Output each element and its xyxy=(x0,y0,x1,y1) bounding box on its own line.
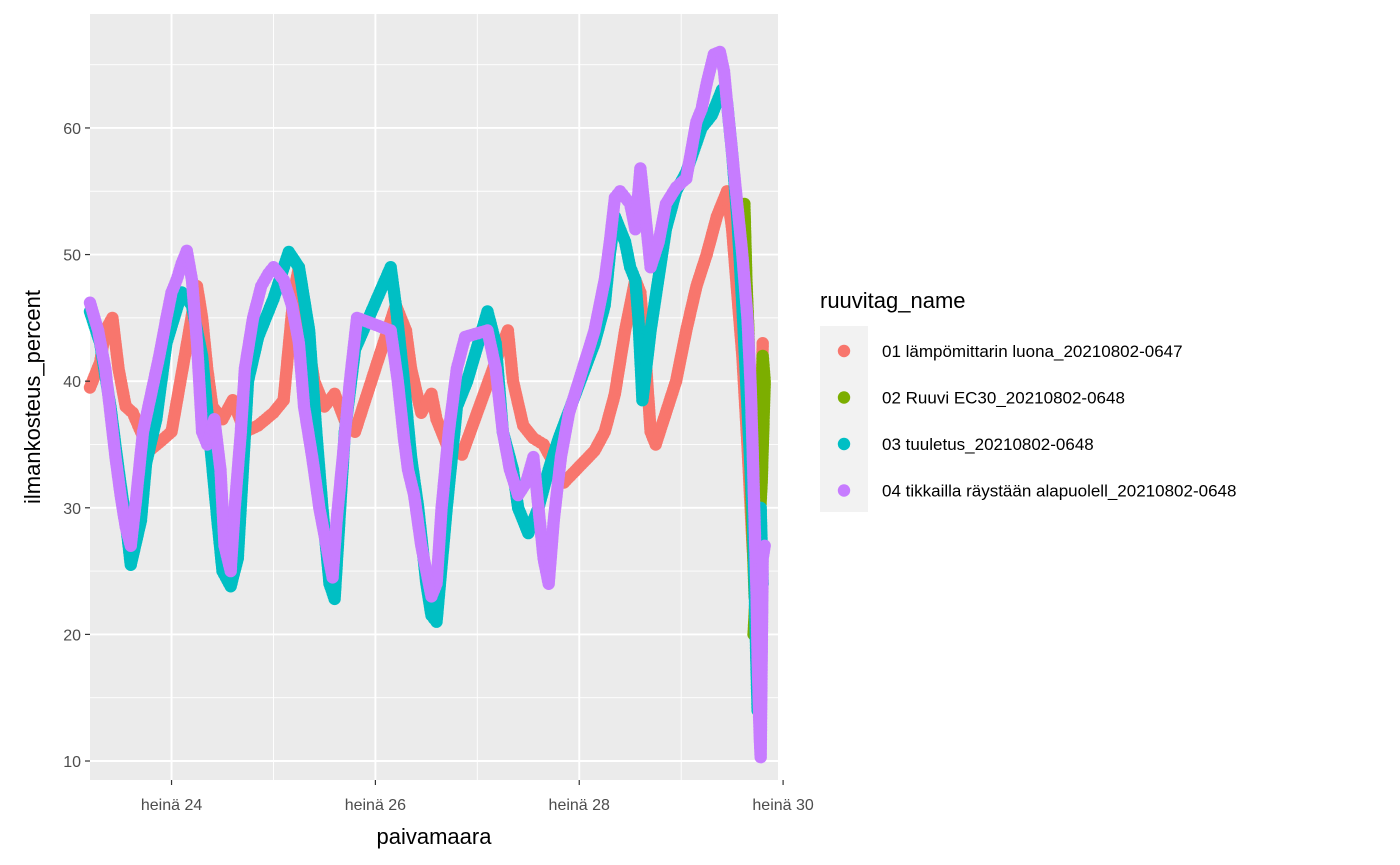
y-tick-label: 20 xyxy=(63,627,81,644)
x-tick-label: heinä 26 xyxy=(345,797,406,814)
y-tick-label: 10 xyxy=(63,754,81,771)
legend-label-2: 02 Ruuvi EC30_20210802-0648 xyxy=(882,389,1125,408)
data-point xyxy=(756,337,769,350)
series-4 xyxy=(83,45,771,764)
legend: ruuvitag_name 01 lämpömittarin luona_202… xyxy=(820,288,1236,512)
legend-key-2 xyxy=(837,391,851,404)
legend-label-1: 01 lämpömittarin luona_20210802-0647 xyxy=(882,342,1183,361)
y-tick-label: 60 xyxy=(63,121,81,138)
x-tick-label: heinä 24 xyxy=(141,797,202,814)
y-axis-title: ilmankosteus_percent xyxy=(20,290,45,504)
y-tick-label: 30 xyxy=(63,501,81,518)
x-axis: heinä 24 heinä 26 heinä 28 heinä 30 xyxy=(141,780,814,814)
legend-label-3: 03 tuuletus_20210802-0648 xyxy=(882,435,1094,454)
legend-title: ruuvitag_name xyxy=(820,288,966,313)
data-points xyxy=(83,45,771,764)
y-axis: 10 20 30 40 50 60 xyxy=(63,121,90,771)
x-tick-label: heinä 28 xyxy=(549,797,610,814)
legend-key-1 xyxy=(837,344,851,358)
y-tick-label: 50 xyxy=(63,248,81,265)
x-axis-title: paivamaara xyxy=(377,824,493,849)
x-tick-label: heinä 30 xyxy=(752,797,813,814)
legend-items: 01 lämpömittarin luona_20210802-0647 02 R… xyxy=(837,342,1236,501)
data-point xyxy=(758,539,771,552)
legend-label-4: 04 tikkailla räystään alapuolell_2021080… xyxy=(882,482,1236,501)
grid-major xyxy=(90,14,785,780)
legend-key-3 xyxy=(837,437,851,451)
legend-key-4 xyxy=(837,484,851,497)
y-tick-label: 40 xyxy=(63,374,81,391)
